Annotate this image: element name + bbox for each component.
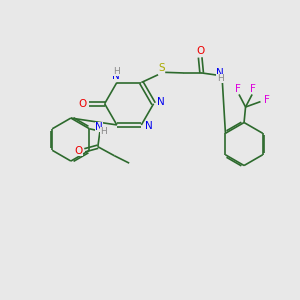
Text: N: N: [145, 122, 153, 131]
Text: N: N: [216, 68, 224, 78]
Text: H: H: [217, 74, 224, 83]
Text: S: S: [158, 63, 165, 73]
Text: O: O: [74, 146, 83, 156]
Text: N: N: [95, 122, 103, 132]
Text: N: N: [158, 97, 165, 107]
Text: H: H: [113, 67, 120, 76]
Text: F: F: [236, 84, 241, 94]
Text: F: F: [250, 84, 256, 94]
Text: O: O: [78, 99, 87, 109]
Text: O: O: [196, 46, 204, 56]
Text: F: F: [264, 95, 270, 105]
Text: H: H: [100, 127, 106, 136]
Text: N: N: [112, 71, 120, 81]
